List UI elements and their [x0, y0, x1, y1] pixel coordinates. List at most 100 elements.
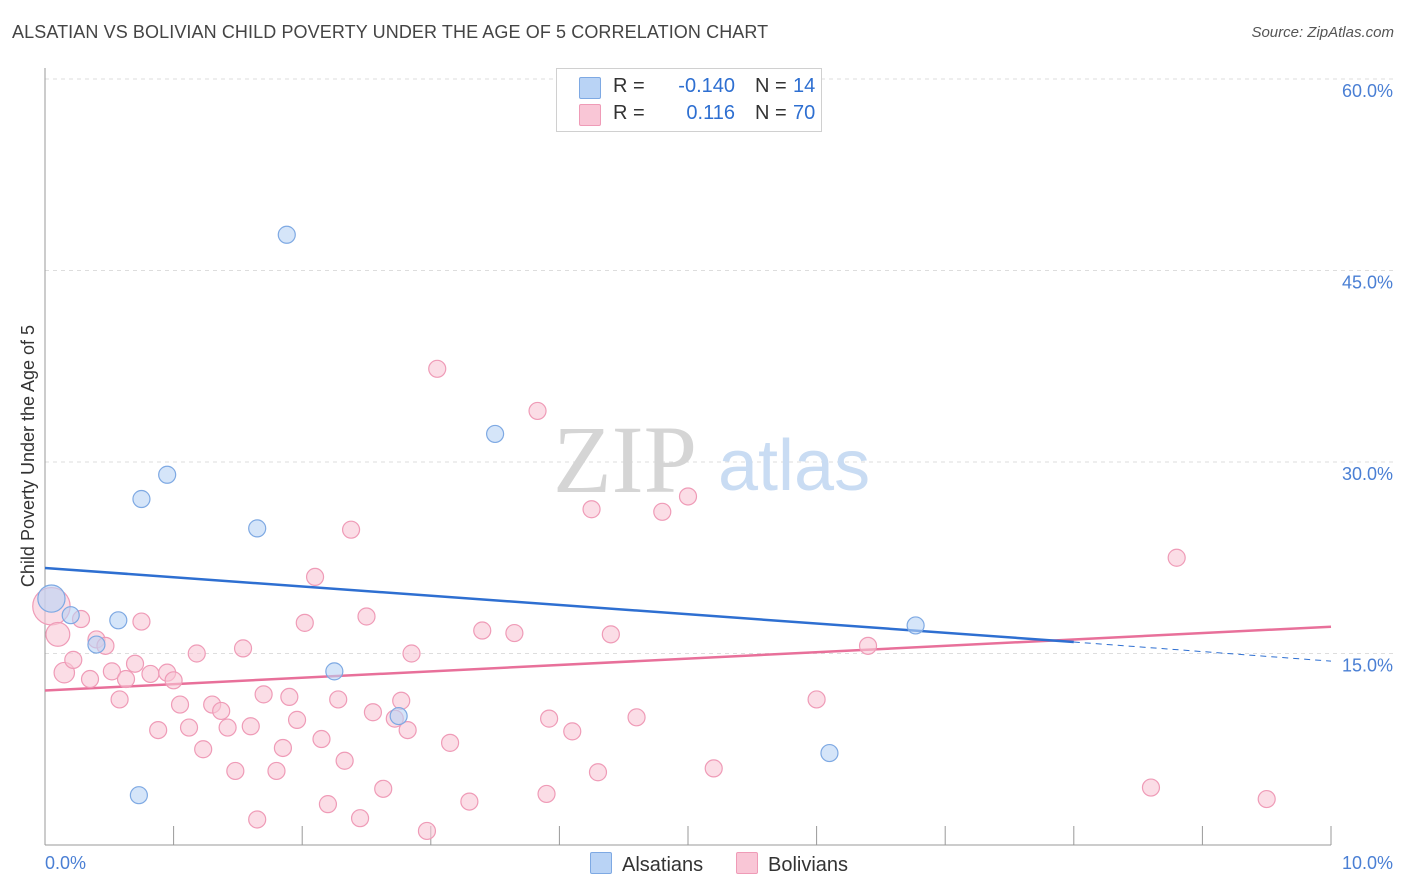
- bolivian-point: [528, 401, 547, 421]
- bolivian-point: [110, 690, 129, 709]
- bolivian-point: [248, 810, 267, 829]
- bolivian-point: [80, 669, 100, 689]
- bolivian-point: [141, 664, 160, 684]
- trend-lines: [44, 566, 1332, 692]
- alsatian-point: [277, 225, 296, 244]
- bolivian-point: [280, 687, 299, 707]
- bolivian-point: [267, 761, 286, 781]
- n-value: 14: [793, 75, 816, 97]
- alsatian-point: [129, 786, 148, 805]
- bolivian-point: [149, 720, 168, 740]
- r-label: R =: [613, 75, 645, 97]
- n-value: 70: [793, 102, 816, 124]
- alsatian-swatch: [590, 852, 612, 874]
- bolivian-point: [392, 691, 411, 710]
- bolivian-point: [402, 644, 421, 663]
- bolivian-point: [350, 809, 370, 828]
- alsatian-point: [132, 489, 151, 509]
- bolivian-point: [1141, 778, 1161, 797]
- r-label: R =: [613, 102, 645, 124]
- bolivian-swatch: [579, 104, 601, 126]
- bolivian-point: [601, 625, 620, 644]
- bolivian-point: [212, 701, 231, 721]
- bolivian-point: [398, 720, 417, 740]
- r-value: -0.140: [678, 75, 735, 97]
- bolivian-point: [295, 613, 314, 632]
- bolivian-point: [627, 708, 646, 727]
- bolivian-point: [473, 621, 492, 640]
- bolivian-point: [102, 662, 121, 681]
- bolivian-point: [125, 654, 145, 673]
- y-tick-label: 60.0%: [1342, 81, 1393, 101]
- bolivian-point: [1257, 789, 1276, 809]
- data-points: [32, 87, 1276, 841]
- bolivian-swatch: [736, 852, 758, 874]
- alsatian-point: [820, 743, 839, 763]
- alsatian-point: [325, 662, 344, 681]
- bottom-legend-alsatians: Alsatians: [590, 852, 703, 877]
- bolivian-point: [45, 621, 71, 647]
- chart-source: Source: ZipAtlas.com: [1251, 24, 1394, 41]
- alsatian-trend-extension: [1073, 641, 1332, 662]
- bolivian-point: [273, 738, 293, 758]
- bolivian-point: [563, 722, 582, 741]
- tick-labels: 15.0% 30.0% 45.0% 60.0% 0.0% 10.0%: [45, 81, 1393, 873]
- bolivian-point: [363, 703, 383, 722]
- r-value: 0.116: [686, 102, 735, 124]
- bolivian-point: [241, 717, 260, 736]
- bolivian-point: [179, 718, 199, 737]
- legend-label-bolivians: Bolivians: [768, 854, 849, 876]
- bolivian-point: [318, 795, 338, 814]
- bolivian-point: [537, 784, 556, 804]
- alsatian-point: [87, 635, 106, 654]
- bottom-legend-bolivians: Bolivians: [736, 852, 848, 877]
- alsatian-point: [158, 465, 177, 484]
- watermark-zip: ZIP: [553, 406, 697, 513]
- bolivian-point: [287, 710, 307, 729]
- alsatian-point: [61, 606, 80, 625]
- bolivian-point: [341, 520, 361, 539]
- chart-title: ALSATIAN VS BOLIVIAN CHILD POVERTY UNDER…: [12, 22, 769, 42]
- bolivian-point: [64, 650, 83, 669]
- y-axis-title: Child Poverty Under the Age of 5: [18, 325, 38, 587]
- bolivian-point: [582, 500, 601, 519]
- alsatian-point: [248, 519, 267, 538]
- bolivian-point: [704, 759, 723, 778]
- bolivian-point: [254, 685, 273, 704]
- bolivian-point: [226, 761, 245, 781]
- y-tick-label: 15.0%: [1342, 656, 1393, 676]
- alsatian-point: [389, 706, 408, 726]
- y-tick-label: 30.0%: [1342, 464, 1393, 484]
- alsatian-point: [37, 584, 66, 613]
- bolivian-trend-line: [44, 625, 1332, 692]
- n-label: N =: [755, 102, 787, 124]
- bolivian-point: [428, 359, 447, 378]
- correlation-legend: R = -0.140 N = 14 R = 0.116 N = 70: [556, 68, 822, 132]
- grid-lines: [45, 78, 1393, 654]
- bolivian-point: [335, 751, 354, 770]
- bolivian-point: [1167, 548, 1186, 567]
- bolivian-point: [460, 792, 479, 811]
- bolivian-point: [417, 821, 437, 841]
- bolivian-point: [329, 690, 348, 709]
- bolivian-point: [164, 671, 183, 690]
- alsatian-trend-line: [44, 566, 1074, 644]
- x-tick-label: 0.0%: [45, 853, 86, 873]
- alsatian-swatch: [579, 77, 601, 99]
- bolivian-point: [678, 487, 698, 506]
- legend-label-alsatians: Alsatians: [622, 854, 704, 876]
- watermark: ZIP atlas: [553, 406, 870, 513]
- bolivian-point: [540, 709, 559, 728]
- bolivian-point: [194, 740, 213, 759]
- bolivian-point: [233, 639, 253, 658]
- bolivian-point: [170, 695, 190, 714]
- bolivian-point: [807, 690, 826, 709]
- bolivian-point: [357, 607, 376, 626]
- bolivian-point: [312, 729, 331, 749]
- bolivian-point: [588, 763, 608, 782]
- bolivian-point: [374, 779, 393, 798]
- n-label: N =: [755, 75, 787, 97]
- bolivian-point: [653, 502, 672, 521]
- bolivian-point: [505, 623, 524, 643]
